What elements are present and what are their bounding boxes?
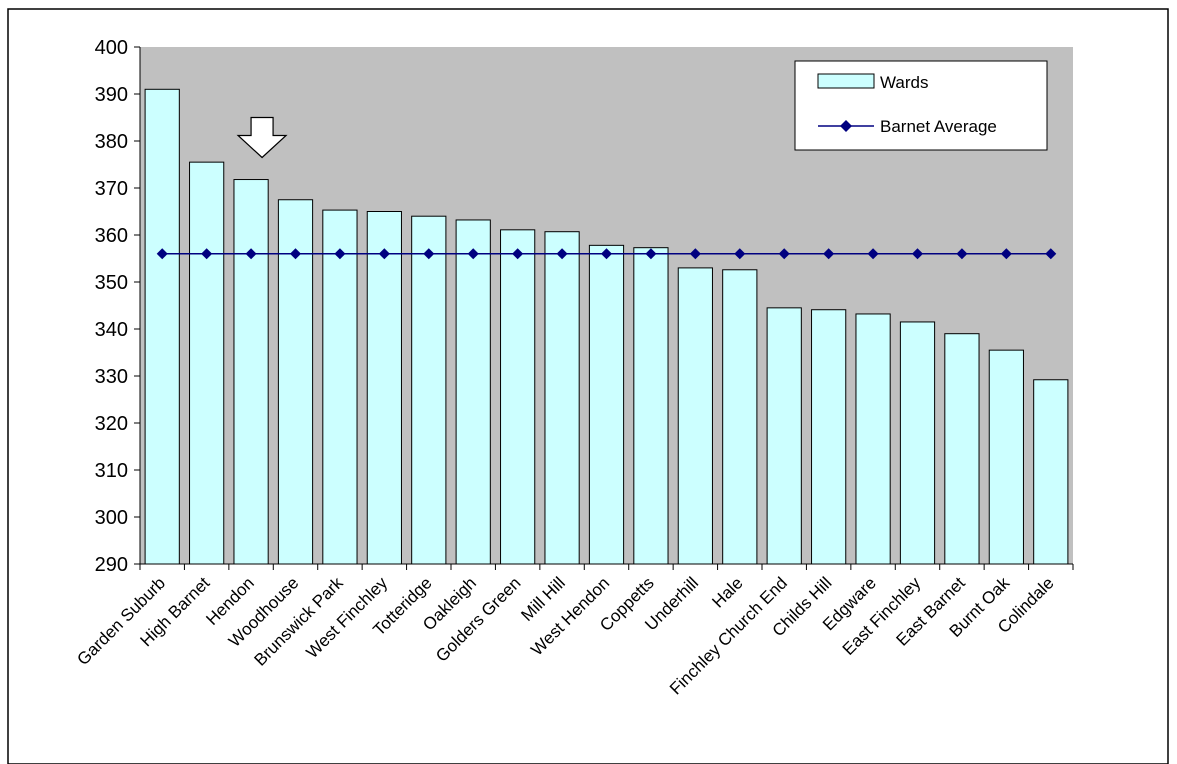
y-tick-labels: 290 300 310 320 330 340 350 360 370 380 390 400 <box>95 37 128 576</box>
bar-finchley-church-end <box>766 307 802 565</box>
bar-totteridge <box>411 215 447 565</box>
bar-hale <box>722 269 758 565</box>
average-marker-1 <box>201 248 213 260</box>
average-marker-11 <box>645 248 657 260</box>
y-tick-label-350: 350 <box>95 272 128 294</box>
bar-mill-hill <box>544 231 580 565</box>
bar-west-finchley <box>366 211 402 565</box>
y-tick-label-320: 320 <box>95 413 128 435</box>
bar-childs-hill <box>811 309 847 565</box>
bar-east-barnet <box>944 333 980 565</box>
legend-swatch-average-marker <box>840 120 852 132</box>
average-marker-14 <box>778 248 790 260</box>
y-tick-label-290: 290 <box>95 554 128 576</box>
highlight-group <box>236 116 288 159</box>
y-tick-label-310: 310 <box>95 460 128 482</box>
average-marker-20 <box>1045 248 1057 260</box>
average-marker-6 <box>423 248 435 260</box>
average-marker-15 <box>823 248 835 260</box>
average-line-group <box>156 248 1057 260</box>
legend-label-barnet-average: Barnet Average <box>880 117 997 136</box>
legend: Wards Barnet Average <box>794 60 1048 151</box>
average-marker-0 <box>156 248 168 260</box>
average-marker-12 <box>689 248 701 260</box>
average-marker-18 <box>956 248 968 260</box>
average-marker-16 <box>867 248 879 260</box>
average-marker-2 <box>245 248 257 260</box>
y-tick-label-300: 300 <box>95 507 128 529</box>
y-tick-label-330: 330 <box>95 366 128 388</box>
bar-east-finchley <box>899 321 936 565</box>
average-marker-3 <box>290 248 301 260</box>
bar-golders-green <box>500 229 536 565</box>
average-marker-19 <box>1000 248 1012 260</box>
bar-burnt-oak <box>988 349 1024 565</box>
y-tick-label-400: 400 <box>95 37 128 59</box>
bar-hendon <box>233 179 269 565</box>
y-tick-label-380: 380 <box>95 131 128 153</box>
y-tick-label-370: 370 <box>95 178 128 200</box>
bar-high-barnet <box>189 161 225 565</box>
average-marker-4 <box>334 248 346 260</box>
y-tick-label-360: 360 <box>95 225 128 247</box>
bar-colindale <box>1033 379 1069 565</box>
average-marker-13 <box>734 248 746 260</box>
bar-edgware <box>855 313 891 565</box>
y-tick-label-340: 340 <box>95 319 128 341</box>
bar-underhill <box>677 267 713 565</box>
average-marker-5 <box>378 248 390 260</box>
legend-swatch-wards <box>817 73 875 89</box>
axes-group <box>134 46 1074 570</box>
average-marker-9 <box>556 248 568 260</box>
bar-brunswick-park <box>322 209 358 565</box>
legend-label-wards: Wards <box>880 73 929 92</box>
average-marker-8 <box>512 248 524 260</box>
average-marker-7 <box>467 248 479 260</box>
bar-woodhouse <box>277 199 314 565</box>
bar-oakleigh <box>455 219 491 565</box>
highlight-down-arrow-icon <box>236 116 288 159</box>
average-marker-10 <box>601 248 612 260</box>
average-marker-17 <box>912 248 923 260</box>
bars-group <box>144 88 1069 565</box>
bar-garden-suburb <box>144 88 180 565</box>
bar-coppetts <box>633 247 669 565</box>
y-tick-label-390: 390 <box>95 84 128 106</box>
bar-west-hendon <box>588 244 625 565</box>
